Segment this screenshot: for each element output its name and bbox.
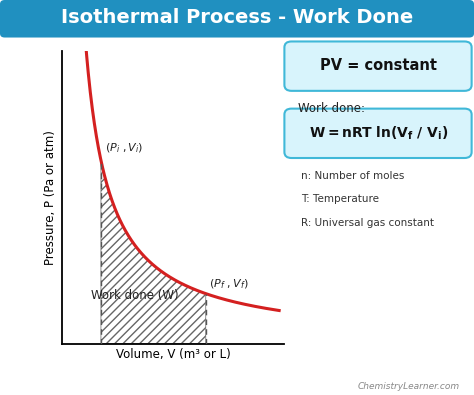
Text: Work done:: Work done: (298, 102, 365, 115)
Text: n: Number of moles: n: Number of moles (301, 171, 404, 181)
Text: $(P_i\ , V_i)$: $(P_i\ , V_i)$ (105, 142, 143, 156)
Text: R: Universal gas constant: R: Universal gas constant (301, 218, 434, 228)
Polygon shape (101, 160, 206, 344)
Text: $(P_f\ , V_f)$: $(P_f\ , V_f)$ (209, 277, 248, 291)
Text: ChemistryLearner.com: ChemistryLearner.com (358, 382, 460, 391)
Text: PV = constant: PV = constant (320, 58, 437, 73)
Text: Work done (W): Work done (W) (91, 290, 179, 303)
Y-axis label: Pressure, P (Pa or atm): Pressure, P (Pa or atm) (45, 130, 57, 265)
X-axis label: Volume, V (m³ or L): Volume, V (m³ or L) (116, 348, 230, 361)
Text: T: Temperature: T: Temperature (301, 194, 379, 205)
Text: Isothermal Process - Work Done: Isothermal Process - Work Done (61, 8, 413, 27)
Text: $\mathbf{W = nRT\ ln(V_f\ /\ V_i)}$: $\mathbf{W = nRT\ ln(V_f\ /\ V_i)}$ (309, 124, 448, 142)
